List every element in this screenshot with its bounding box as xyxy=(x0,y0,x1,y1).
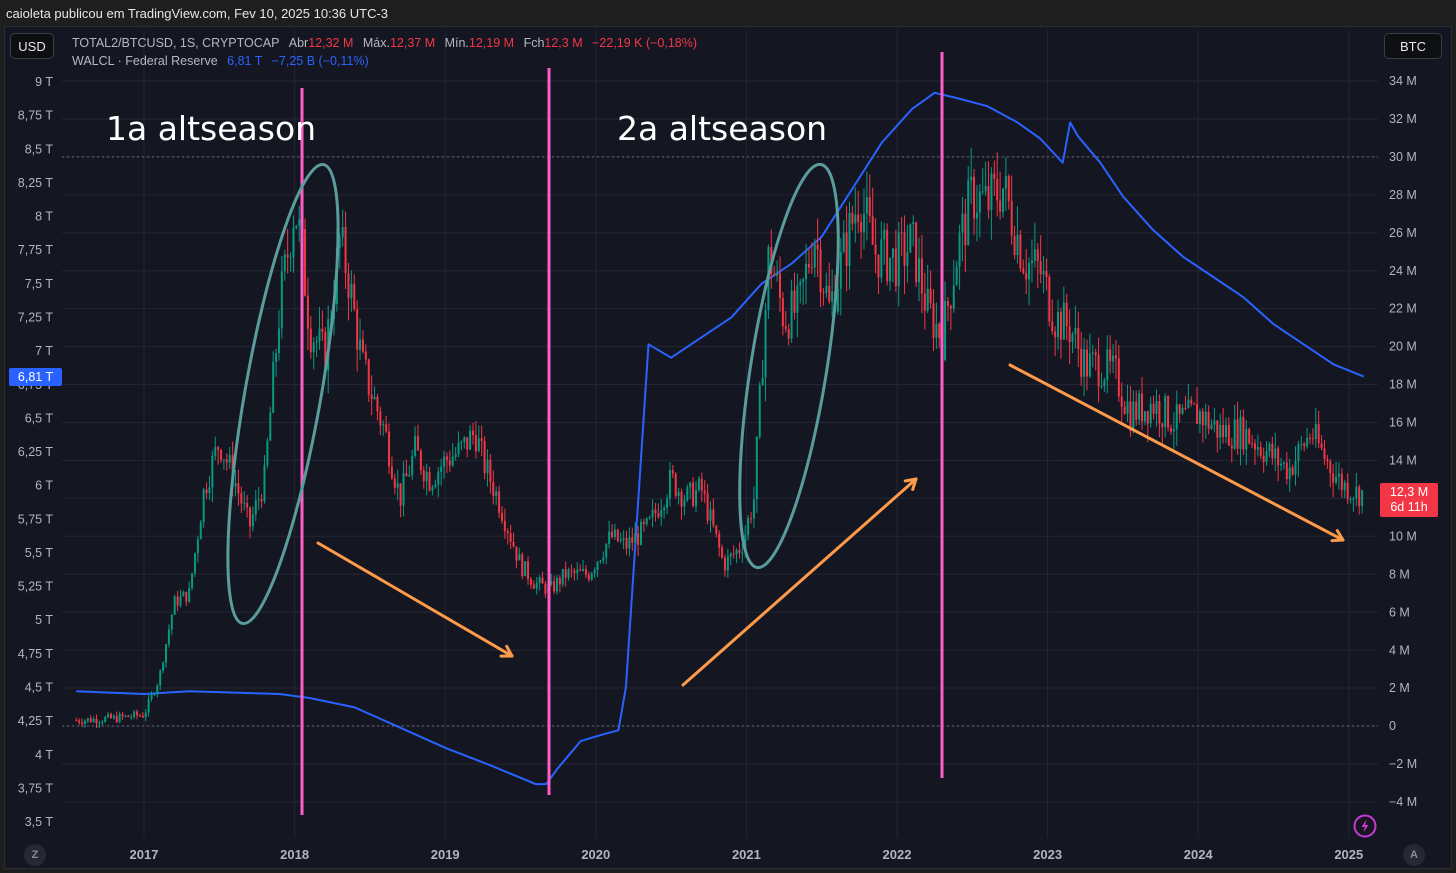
left-axis-tick: 7,25 T xyxy=(18,310,54,324)
legend-low-label: Mín. xyxy=(444,36,469,50)
auto-scale-toggle-right[interactable]: A xyxy=(1403,844,1425,866)
left-axis-tick: 3,75 T xyxy=(18,781,54,795)
right-last-price-value: 12,3 M xyxy=(1389,485,1429,499)
left-axis-tick: 4,25 T xyxy=(18,714,54,728)
annotation-first-altseason: 1a altseason xyxy=(106,109,316,148)
downtrend-arrow-2 xyxy=(1008,363,1345,543)
right-price-axis[interactable]: 34 M 32 M 30 M 28 M 26 M 24 M 22 M 20 M 18 M 16 M… xyxy=(1389,74,1417,809)
legend-main-series: TOTAL2/BTCUSD, 1S, CRYPTOCAP Abr12,32 M … xyxy=(72,36,697,50)
right-bar-countdown: 6d 11h xyxy=(1390,500,1428,514)
left-axis-tick: 5,75 T xyxy=(18,512,54,526)
time-axis-tick: 2018 xyxy=(280,847,309,862)
left-axis-tick: 7,75 T xyxy=(18,243,54,257)
left-axis-tick: 7,5 T xyxy=(25,277,54,291)
right-axis-tick: 14 M xyxy=(1389,454,1417,468)
right-axis-tick: 34 M xyxy=(1389,74,1417,88)
left-axis-tick: 5 T xyxy=(35,613,53,627)
total2-btc-candles xyxy=(75,148,1364,729)
right-axis-tick: 20 M xyxy=(1389,340,1417,354)
left-axis-tick: 7 T xyxy=(35,344,53,358)
left-axis-tick: 4 T xyxy=(35,748,53,762)
left-price-axis[interactable]: 9 T 8,75 T 8,5 T 8,25 T 8 T 7,75 T 7,5 T 7,25 T… xyxy=(18,75,54,829)
left-axis-tick: 6,25 T xyxy=(18,445,54,459)
legend-open-value: 12,32 M xyxy=(308,36,354,50)
legend-overlay-change: −7,25 B (−0,11%) xyxy=(271,54,369,68)
left-axis-tick: 8,75 T xyxy=(18,109,54,123)
uptrend-arrow xyxy=(681,477,918,687)
right-axis-tick: 28 M xyxy=(1389,188,1417,202)
right-currency-button[interactable]: BTC xyxy=(1384,33,1442,59)
right-axis-tick: −2 M xyxy=(1389,757,1417,771)
log-scale-toggle-left[interactable]: Z xyxy=(24,844,46,866)
right-last-price-tag: 12,3 M 6d 11h xyxy=(1380,483,1438,517)
legend-close-value: 12,3 M xyxy=(544,36,583,50)
right-axis-tick: 16 M xyxy=(1389,416,1417,430)
left-axis-tick: 6,5 T xyxy=(25,411,54,425)
legend-high-label: Máx. xyxy=(362,36,390,50)
left-axis-tick: 4,5 T xyxy=(25,681,54,695)
downtrend-arrow-1 xyxy=(316,541,514,658)
right-axis-tick: 4 M xyxy=(1389,643,1410,657)
time-axis-tick: 2025 xyxy=(1334,847,1363,862)
legend-high-value: 12,37 M xyxy=(389,36,436,50)
right-axis-tick: 30 M xyxy=(1389,150,1417,164)
right-axis-tick: 2 M xyxy=(1389,681,1410,695)
right-axis-tick: 8 M xyxy=(1389,567,1410,581)
right-axis-tick: 22 M xyxy=(1389,302,1417,316)
left-axis-tick: 8 T xyxy=(35,210,53,224)
legend-change: −22,19 K (−0,18%) xyxy=(592,36,698,50)
left-axis-tick: 9 T xyxy=(35,75,53,89)
attribution-text: caioleta publicou em TradingView.com, Fe… xyxy=(6,6,389,21)
altseason-1-ellipse xyxy=(226,162,340,626)
legend-close-label: Fch xyxy=(523,36,545,50)
left-last-price-tag: 6,81 T xyxy=(9,368,62,386)
time-axis-tick: 2023 xyxy=(1033,847,1062,862)
left-axis-tick: 8,25 T xyxy=(18,176,54,190)
legend-overlay-series: WALCL · Federal Reserve 6,81 T −7,25 B (… xyxy=(72,54,369,68)
right-axis-tick: 24 M xyxy=(1389,264,1417,278)
legend-overlay-symbol: WALCL · Federal Reserve xyxy=(72,54,218,68)
legend-open-label: Abr xyxy=(288,36,309,50)
left-currency-button[interactable]: USD xyxy=(10,33,54,59)
right-axis-tick: 18 M xyxy=(1389,378,1417,392)
left-axis-tick: 5,25 T xyxy=(18,580,54,594)
left-axis-tick: 4,75 T xyxy=(18,647,54,661)
legend-symbol: TOTAL2/BTCUSD, 1S, CRYPTOCAP xyxy=(72,36,280,50)
right-axis-tick: 26 M xyxy=(1389,226,1417,240)
time-axis-tick: 2024 xyxy=(1184,847,1214,862)
drawings-layer xyxy=(226,52,1345,815)
right-axis-tick: 32 M xyxy=(1389,112,1417,126)
time-axis-tick: 2022 xyxy=(883,847,912,862)
left-axis-tick: 8,5 T xyxy=(25,142,54,156)
legend-low-value: 12,19 M xyxy=(468,36,515,50)
left-axis-tick: 6 T xyxy=(35,479,53,493)
left-axis-tick: 3,5 T xyxy=(25,815,54,829)
right-axis-tick: 0 xyxy=(1389,719,1396,733)
right-axis-tick: 10 M xyxy=(1389,529,1417,543)
annotation-second-altseason: 2a altseason xyxy=(617,109,827,148)
legend-overlay-value: 6,81 T xyxy=(227,54,263,68)
right-axis-tick: 6 M xyxy=(1389,605,1410,619)
time-axis-tick: 2020 xyxy=(581,847,610,862)
text-annotations: 1a altseason 2a altseason xyxy=(106,109,827,148)
time-axis[interactable]: 2017 2018 2019 2020 2021 2022 2023 2024 2025 xyxy=(130,847,1364,862)
time-axis-tick: 2017 xyxy=(130,847,159,862)
grid-lines xyxy=(62,30,1378,838)
lightning-icon[interactable] xyxy=(1352,813,1378,839)
chart-frame xyxy=(4,26,1452,869)
time-axis-tick: 2021 xyxy=(732,847,761,862)
right-axis-tick: −4 M xyxy=(1389,795,1417,809)
altseason-2-ellipse xyxy=(738,162,840,570)
left-axis-tick: 5,5 T xyxy=(25,546,54,560)
time-axis-tick: 2019 xyxy=(431,847,460,862)
